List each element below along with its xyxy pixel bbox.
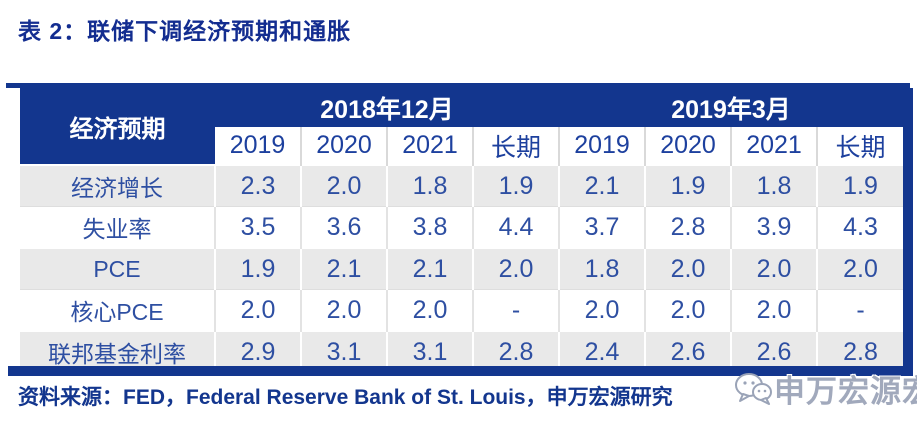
cell: 3.1 xyxy=(386,330,473,372)
cell: 2.0 xyxy=(214,289,301,332)
cell: 2.8 xyxy=(816,330,903,372)
table-top-rule xyxy=(6,83,910,88)
row-label: 联邦基金利率 xyxy=(20,330,215,372)
cell: 2.6 xyxy=(730,330,817,372)
year-header: 长期 xyxy=(472,127,559,165)
table-header-group-row: 经济预期 2018年12月 2019年3月 xyxy=(20,88,903,165)
cell: 3.5 xyxy=(214,206,301,249)
cell: 1.8 xyxy=(558,247,645,290)
cell: - xyxy=(472,289,559,332)
source-attribution: 资料来源：FED，Federal Reserve Bank of St. Lou… xyxy=(18,386,673,409)
cell: 4.4 xyxy=(472,206,559,249)
table-row: 经济增长 2.3 2.0 1.8 1.9 2.1 1.9 1.8 1.9 xyxy=(20,164,903,207)
cell: 1.9 xyxy=(472,164,559,207)
cell: 3.7 xyxy=(558,206,645,249)
year-header: 2020 xyxy=(644,127,731,165)
cell: 2.0 xyxy=(644,247,731,290)
cell: 2.8 xyxy=(472,330,559,372)
economic-projections-table: 经济预期 2018年12月 2019年3月 2019 2020 2021 长期 … xyxy=(20,88,903,372)
cell: 4.3 xyxy=(816,206,903,249)
cell: 2.0 xyxy=(730,289,817,332)
table-title: 表 2：联储下调经济预期和通胀 xyxy=(18,18,352,44)
cell: 1.8 xyxy=(730,164,817,207)
corner-header: 经济预期 xyxy=(20,88,215,165)
cell: 2.0 xyxy=(472,247,559,290)
cell: 3.8 xyxy=(386,206,473,249)
cell: 2.9 xyxy=(214,330,301,372)
period-header-dec2018: 2018年12月 xyxy=(215,88,559,127)
cell: 2.3 xyxy=(214,164,301,207)
table-right-border-bar xyxy=(903,88,913,366)
year-header: 2021 xyxy=(730,127,817,165)
year-header: 长期 xyxy=(816,127,903,165)
cell: 2.0 xyxy=(558,289,645,332)
row-label: 失业率 xyxy=(20,206,215,249)
cell: 3.6 xyxy=(300,206,387,249)
cell: 2.0 xyxy=(300,289,387,332)
cell: 2.0 xyxy=(386,289,473,332)
year-header: 2019 xyxy=(215,127,301,165)
cell: 2.1 xyxy=(386,247,473,290)
cell: 1.9 xyxy=(644,164,731,207)
cell: 2.0 xyxy=(300,164,387,207)
table-header-year-row: 2019 2020 2021 长期 2019 2020 2021 长期 xyxy=(20,127,903,165)
cell: 2.6 xyxy=(644,330,731,372)
cell: 2.0 xyxy=(816,247,903,290)
cell: 2.0 xyxy=(730,247,817,290)
year-header: 2021 xyxy=(386,127,473,165)
table-bottom-rule xyxy=(8,366,913,376)
period-header-mar2019: 2019年3月 xyxy=(559,88,903,127)
cell: 2.0 xyxy=(644,289,731,332)
row-label: 经济增长 xyxy=(20,164,215,207)
cell: 2.4 xyxy=(558,330,645,372)
row-label: PCE xyxy=(20,247,215,290)
table-row: PCE 1.9 2.1 2.1 2.0 1.8 2.0 2.0 2.0 xyxy=(20,247,903,290)
table-row: 联邦基金利率 2.9 3.1 3.1 2.8 2.4 2.6 2.6 2.8 xyxy=(20,330,903,372)
cell: 2.1 xyxy=(558,164,645,207)
year-header: 2019 xyxy=(558,127,645,165)
wechat-bubbles-icon xyxy=(733,371,773,407)
cell: 2.1 xyxy=(300,247,387,290)
cell: 3.9 xyxy=(730,206,817,249)
table-row: 核心PCE 2.0 2.0 2.0 - 2.0 2.0 2.0 - xyxy=(20,289,903,332)
row-label: 核心PCE xyxy=(20,289,215,332)
table-row: 失业率 3.5 3.6 3.8 4.4 3.7 2.8 3.9 4.3 xyxy=(20,206,903,249)
wechat-watermark: 申万宏源宏观 xyxy=(733,366,917,411)
cell: 2.8 xyxy=(644,206,731,249)
cell: 1.9 xyxy=(214,247,301,290)
cell: 1.8 xyxy=(386,164,473,207)
cell: 3.1 xyxy=(300,330,387,372)
year-header: 2020 xyxy=(300,127,387,165)
cell: 1.9 xyxy=(816,164,903,207)
cell: - xyxy=(816,289,903,332)
watermark-text: 申万宏源宏观 xyxy=(774,374,917,409)
